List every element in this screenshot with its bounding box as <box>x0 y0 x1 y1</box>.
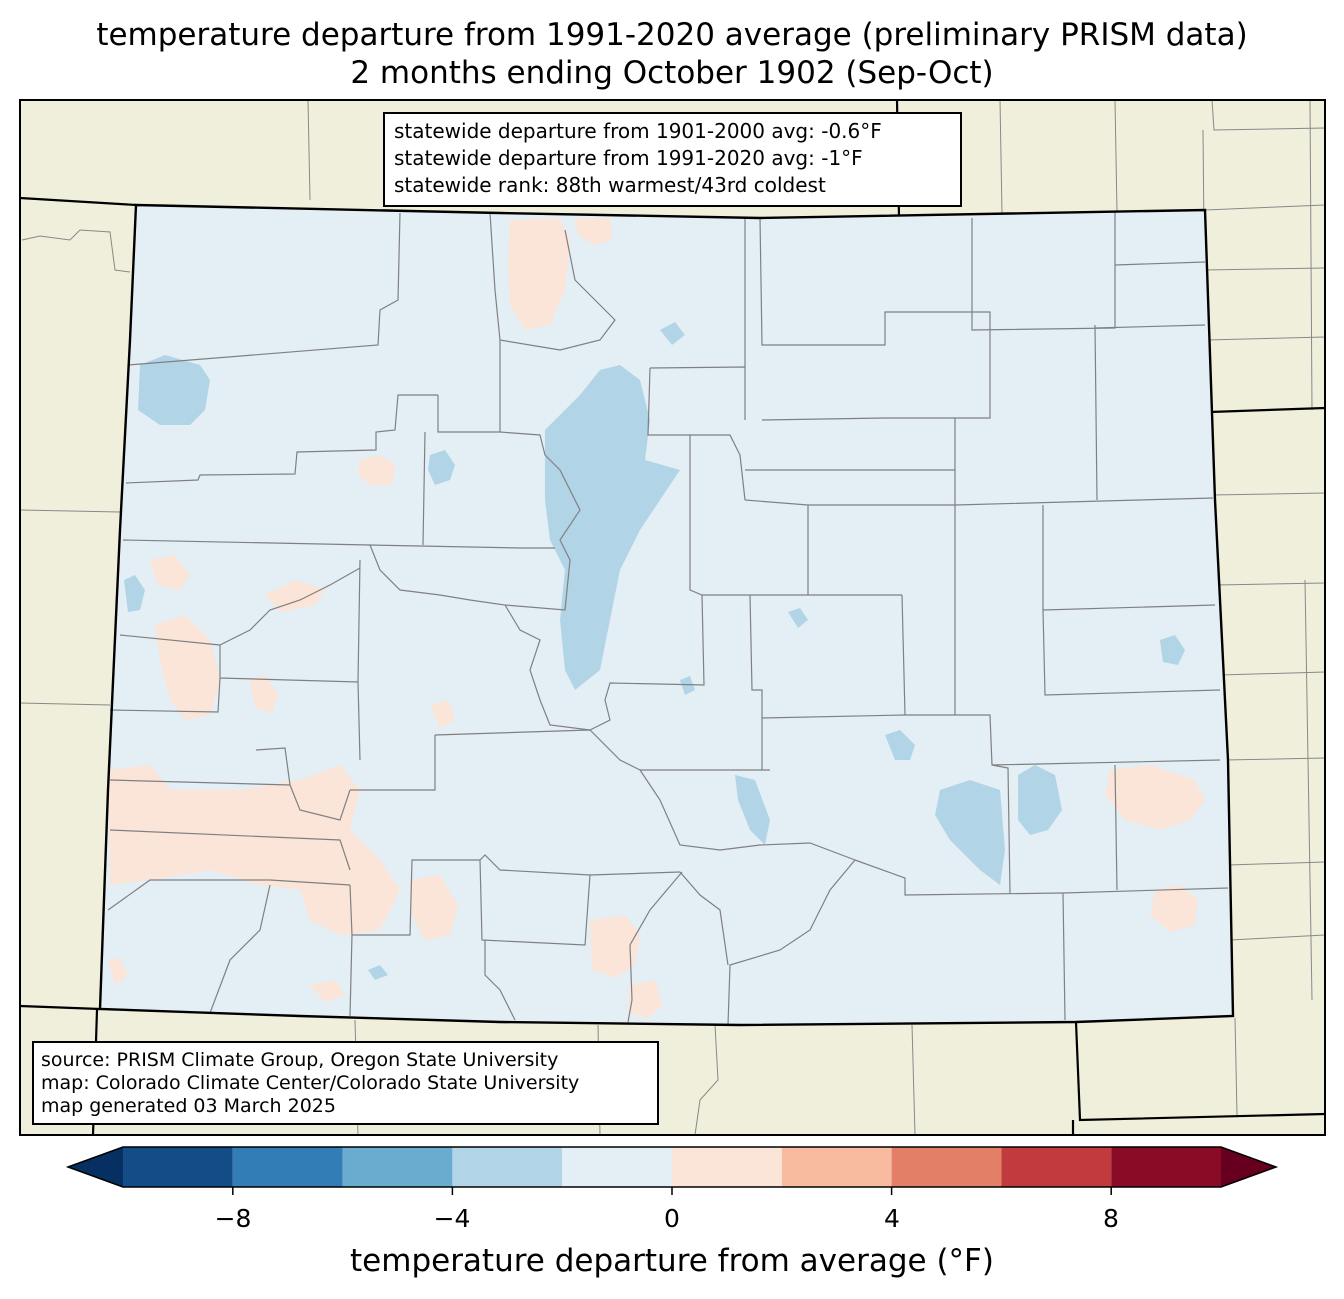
stats-line-3: statewide rank: 88th warmest/43rd coldes… <box>394 173 826 197</box>
warm-anomaly-regions <box>108 218 1205 1018</box>
stats-line-2: statewide departure from 1991-2020 avg: … <box>394 146 863 170</box>
colorado-border <box>98 203 1235 1027</box>
colorbar-bin <box>1001 1147 1112 1187</box>
colorbar-extend-high <box>1221 1147 1276 1187</box>
stats-line-1: statewide departure from 1901-2000 avg: … <box>394 119 882 143</box>
source-line-1: source: PRISM Climate Group, Oregon Stat… <box>41 1049 559 1071</box>
colorbar-bin <box>891 1147 1002 1187</box>
statewide-stats-box: statewide departure from 1901-2000 avg: … <box>383 112 962 207</box>
map-frame <box>19 99 1326 1136</box>
colorbar-tick-label: 4 <box>884 1204 900 1233</box>
map-title: temperature departure from 1991-2020 ave… <box>96 17 1248 53</box>
cool-anomaly-regions <box>124 322 1185 980</box>
colorbar-bin <box>672 1147 782 1187</box>
county-lines <box>107 212 1229 1026</box>
colorbar-bin <box>123 1147 233 1187</box>
colorbar-tick-label: 0 <box>664 1204 680 1233</box>
colorbar-bin <box>562 1147 672 1187</box>
source-line-2: map: Colorado Climate Center/Colorado St… <box>41 1072 580 1094</box>
colorbar-bin <box>1111 1147 1221 1187</box>
colorbar-bin <box>232 1147 343 1187</box>
source-box: source: PRISM Climate Group, Oregon Stat… <box>32 1041 659 1125</box>
colorbar-tick-label: −4 <box>433 1204 471 1233</box>
map-subtitle: 2 months ending October 1902 (Sep-Oct) <box>350 55 994 91</box>
colorbar-tick-label: −8 <box>214 1204 252 1233</box>
colorbar-label: temperature departure from average (°F) <box>350 1243 994 1279</box>
colorbar <box>65 1146 1279 1195</box>
colorbar-bin <box>781 1147 892 1187</box>
colorbar-bin <box>342 1147 453 1187</box>
colorbar-tick-label: 8 <box>1103 1204 1119 1233</box>
colorbar-outline <box>65 1146 1279 1188</box>
source-line-3: map generated 03 March 2025 <box>41 1095 336 1117</box>
colorbar-bin <box>452 1147 563 1187</box>
colorbar-extend-low <box>68 1147 123 1187</box>
